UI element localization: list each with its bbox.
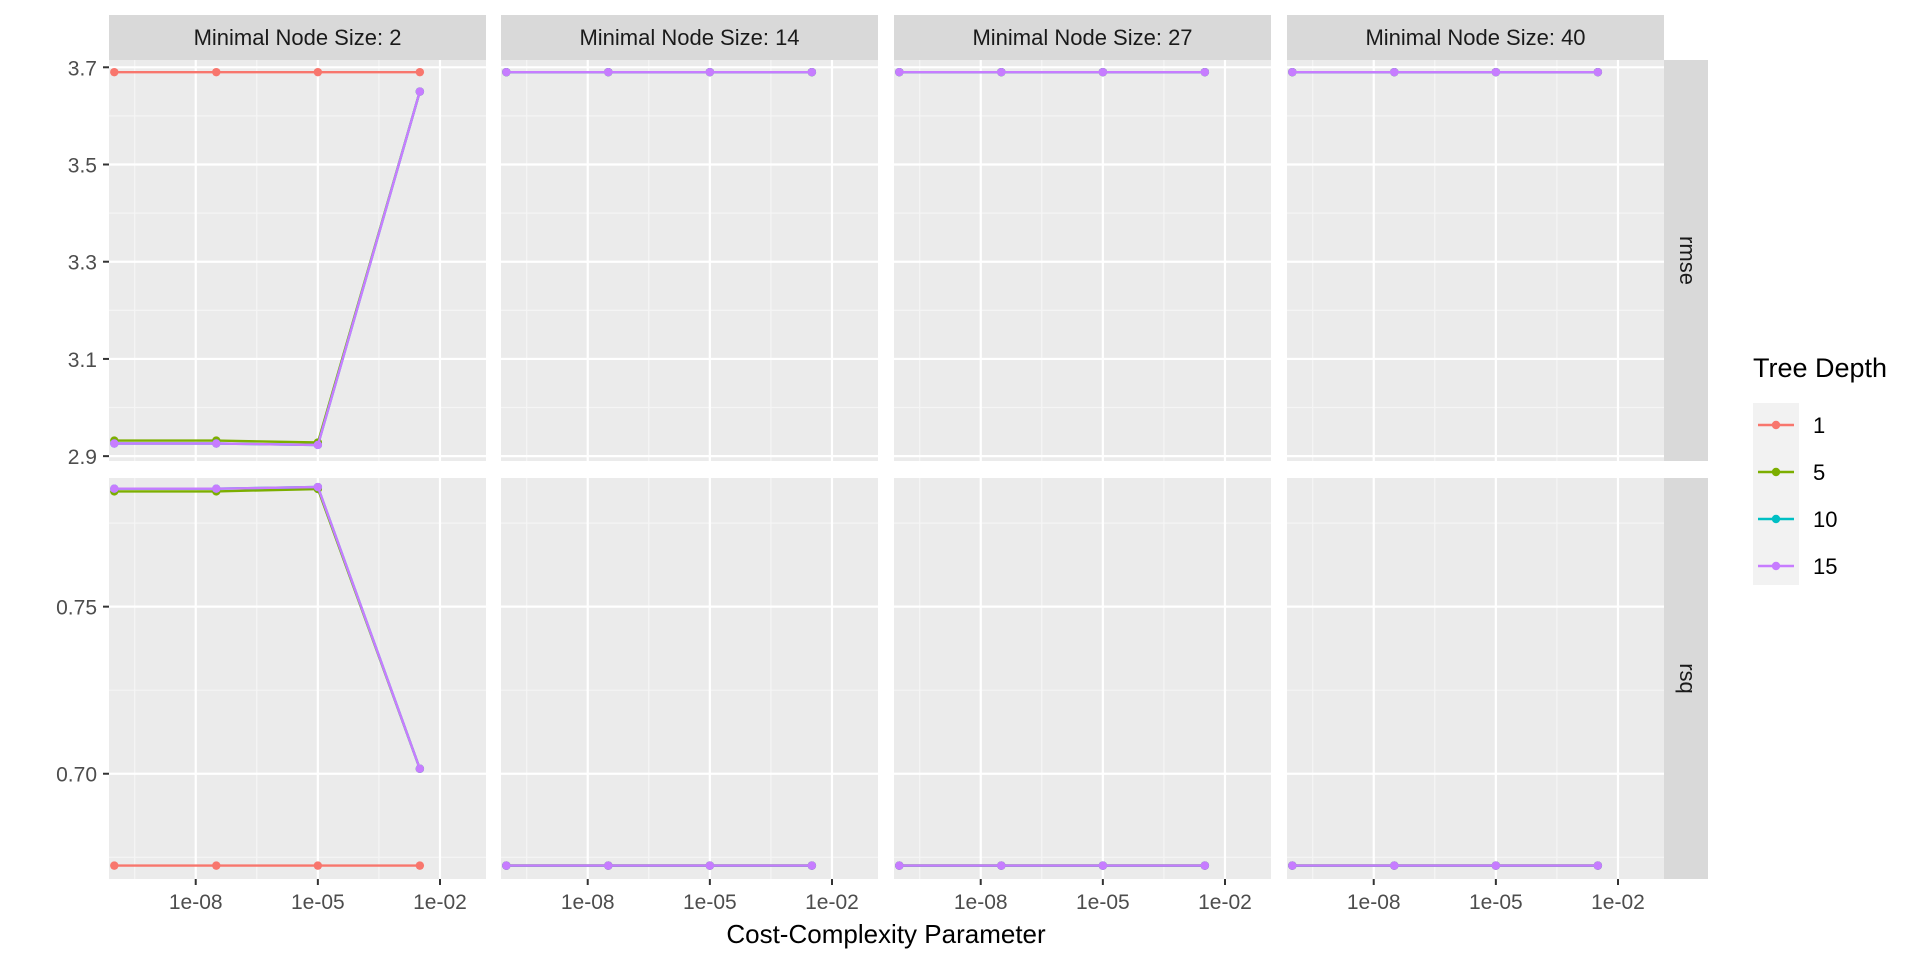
facet-label: Minimal Node Size: 2 [194, 25, 402, 50]
facet-strip-top [1287, 15, 1664, 60]
data-point-depth-1 [415, 861, 425, 870]
x-tick-label: 1e-05 [291, 891, 345, 914]
data-point-depth-15 [1491, 861, 1501, 870]
data-point-depth-15 [212, 484, 221, 493]
data-point-depth-15 [110, 484, 119, 493]
x-tick-label: 1e-08 [1347, 891, 1401, 914]
data-point-depth-15 [1288, 67, 1297, 77]
legend-item-label: 1 [1813, 413, 1825, 438]
x-tick-label: 1e-05 [1469, 891, 1523, 914]
data-point-depth-15 [502, 861, 511, 870]
data-point-depth-1 [313, 67, 323, 77]
y-tick-label: 3.7 [68, 57, 97, 80]
facet-label: Minimal Node Size: 14 [579, 25, 799, 50]
data-point-depth-15 [895, 67, 904, 77]
data-point-depth-15 [1593, 861, 1603, 870]
data-point-depth-15 [212, 439, 221, 448]
facet-label-metric: rsq [1675, 663, 1700, 694]
legend-item-label: 15 [1813, 554, 1837, 579]
y-tick-label: 3.5 [68, 155, 97, 178]
legend-key-point [1771, 514, 1781, 524]
panel-background [894, 60, 1271, 461]
data-point-depth-15 [705, 861, 715, 870]
x-tick-label: 1e-08 [169, 891, 223, 914]
facet-label: Minimal Node Size: 40 [1365, 25, 1585, 50]
facet-strip-top [109, 15, 486, 60]
x-tick-label: 1e-02 [413, 891, 467, 914]
y-tick-label: 0.75 [56, 597, 97, 620]
data-point-depth-15 [1098, 861, 1108, 870]
x-tick-label: 1e-02 [1591, 891, 1645, 914]
data-point-depth-15 [415, 764, 425, 773]
data-point-depth-15 [1288, 861, 1297, 870]
data-point-depth-15 [895, 861, 904, 870]
panel-background [109, 60, 486, 461]
data-point-depth-15 [997, 67, 1006, 77]
y-tick-label: 2.9 [68, 446, 97, 469]
y-tick-label: 0.70 [56, 764, 97, 787]
y-tick-label: 3.1 [68, 349, 97, 372]
x-tick-label: 1e-02 [805, 891, 859, 914]
facet-strip-right [1664, 478, 1708, 879]
panel-background [109, 478, 486, 879]
data-point-depth-1 [110, 861, 119, 870]
data-point-depth-1 [212, 67, 221, 77]
legend-key-point [1771, 467, 1781, 477]
data-point-depth-15 [313, 440, 323, 450]
facet-strip-right [1664, 60, 1708, 461]
facet-label: Minimal Node Size: 27 [972, 25, 1192, 50]
data-point-depth-15 [1491, 67, 1501, 77]
data-point-depth-15 [1200, 861, 1210, 870]
data-point-depth-15 [1098, 67, 1108, 77]
legend-key-point [1771, 420, 1781, 430]
data-point-depth-15 [415, 87, 425, 96]
facet-label-metric: rmse [1675, 236, 1700, 285]
data-point-depth-15 [110, 439, 119, 448]
facet-strip-top [501, 15, 878, 60]
facet-strip-top [894, 15, 1271, 60]
data-point-depth-15 [604, 861, 613, 870]
data-point-depth-1 [415, 67, 425, 77]
x-tick-label: 1e-02 [1198, 891, 1252, 914]
panel-background [1287, 478, 1664, 879]
series-line-depth-15 [114, 485, 421, 770]
data-point-depth-15 [997, 861, 1006, 870]
data-point-depth-15 [502, 67, 511, 77]
data-point-depth-15 [807, 67, 817, 77]
legend-title: Tree Depth [1753, 353, 1887, 383]
x-tick-label: 1e-08 [954, 891, 1008, 914]
x-axis-title: Cost-Complexity Parameter [726, 919, 1046, 949]
x-tick-label: 1e-08 [561, 891, 615, 914]
data-point-depth-15 [313, 482, 323, 492]
panel-background [501, 478, 878, 879]
panel-background [894, 478, 1271, 879]
legend-key-point [1771, 561, 1781, 571]
data-point-depth-15 [604, 67, 613, 77]
y-tick-label: 3.3 [68, 252, 97, 275]
panel-background [501, 60, 878, 461]
series-line-depth-15 [114, 91, 421, 447]
panel-background [1287, 60, 1664, 461]
data-point-depth-15 [807, 861, 817, 870]
data-point-depth-15 [1200, 67, 1210, 77]
data-point-depth-15 [1390, 861, 1399, 870]
x-tick-label: 1e-05 [683, 891, 737, 914]
x-tick-label: 1e-05 [1076, 891, 1130, 914]
data-point-depth-15 [705, 67, 715, 77]
data-point-depth-15 [1593, 67, 1603, 77]
legend-item-label: 10 [1813, 507, 1837, 532]
data-point-depth-1 [313, 861, 323, 870]
data-point-depth-1 [110, 67, 119, 77]
data-point-depth-15 [1390, 67, 1399, 77]
data-point-depth-1 [212, 861, 221, 870]
legend-item-label: 5 [1813, 460, 1825, 485]
